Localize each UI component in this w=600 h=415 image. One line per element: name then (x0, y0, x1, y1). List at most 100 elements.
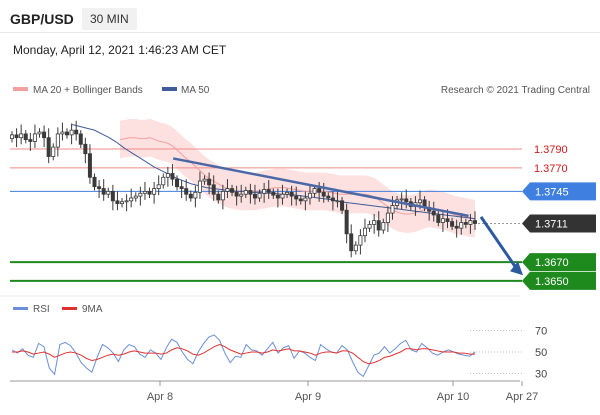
candle-body (257, 192, 262, 199)
candle-body (188, 193, 193, 199)
candle (307, 183, 312, 205)
candle-body (303, 197, 308, 202)
candle-body (101, 188, 106, 195)
candle (404, 189, 409, 209)
candle (266, 180, 271, 199)
candle (257, 189, 262, 202)
candle-body (69, 129, 74, 136)
candle-body (230, 188, 235, 193)
candle-body (285, 191, 290, 195)
candle (60, 122, 65, 141)
candle (275, 188, 280, 208)
level-label-1.3770: 1.3770 (534, 163, 568, 175)
candle (353, 241, 358, 255)
ma50-legend-swatch (162, 87, 177, 91)
candle-body (271, 191, 276, 196)
candle (14, 128, 19, 148)
candle-body (440, 218, 445, 223)
candle-body (280, 193, 285, 199)
candle (193, 185, 198, 208)
candle (349, 224, 354, 258)
level-tag-1.3650 (522, 271, 596, 290)
candle (101, 179, 106, 201)
descending-trendline (172, 157, 469, 218)
chart-datetime: Monday, April 12, 2021 1:46:23 AM CET (13, 43, 227, 57)
ma20-bb-legend-swatch (13, 87, 28, 91)
candle-body (216, 193, 221, 201)
candle (152, 181, 157, 204)
candle (326, 192, 331, 202)
candle (252, 184, 257, 205)
candle-body (225, 188, 230, 192)
candle-body (87, 153, 92, 178)
candle-body (353, 244, 358, 252)
candle (92, 173, 97, 191)
last-price-tag (522, 214, 596, 233)
candle (248, 183, 253, 204)
candle (216, 190, 221, 204)
ma50-legend-label: MA 50 (181, 85, 210, 96)
candle (399, 192, 404, 210)
candle-body (321, 191, 326, 197)
candle (220, 184, 225, 210)
candle (133, 192, 138, 202)
candle (147, 187, 152, 198)
candle-body (23, 133, 28, 140)
candle (225, 179, 230, 198)
rsi-legend-label: RSI (33, 304, 50, 315)
candle-body (404, 198, 409, 203)
candle (454, 219, 459, 238)
candle (175, 175, 180, 191)
candle-body (124, 200, 129, 203)
candle-body (340, 200, 345, 211)
candle-body (202, 178, 207, 182)
candle-body (307, 192, 312, 199)
candle (303, 191, 308, 211)
candle-body (28, 139, 33, 142)
candle-body (92, 176, 97, 188)
header-divider (0, 32, 600, 33)
candle (83, 137, 88, 164)
level-tag-1.3670 (522, 253, 596, 272)
candle-body (335, 200, 340, 203)
candle-body (248, 190, 253, 195)
candle-body (193, 191, 198, 199)
candle-body (252, 193, 257, 199)
candle-body (115, 200, 120, 205)
candle (55, 127, 60, 157)
candle (298, 195, 303, 205)
rsi-panel: 70 50 30 (11, 326, 547, 380)
candle-body (32, 133, 37, 142)
candle-body (298, 198, 303, 202)
candle (358, 229, 363, 255)
candle-body (133, 195, 138, 199)
candle (106, 187, 111, 198)
candle (321, 182, 326, 203)
candle-body (381, 222, 386, 231)
candle-body (55, 133, 60, 148)
candle-body (431, 210, 436, 216)
rsi-legend-swatch (13, 307, 28, 310)
candle-body (344, 209, 349, 235)
candle-body (349, 233, 354, 252)
candle (436, 211, 441, 227)
candle-body (468, 220, 473, 225)
candle-body (51, 146, 56, 157)
candle (280, 184, 285, 205)
candle (463, 218, 468, 229)
candle-body (46, 137, 51, 157)
forecast-arrow-shaft (479, 215, 519, 271)
candle (262, 182, 267, 203)
candle-body (243, 190, 248, 195)
candle (69, 123, 74, 145)
credit-text: Research © 2021 Trading Central (441, 85, 590, 96)
timeframe-badge[interactable]: 30 MIN (82, 8, 137, 30)
x-tick-label: Apr 8 (147, 391, 173, 403)
candle-body (65, 131, 70, 136)
candle (138, 186, 143, 206)
candle-body (317, 188, 322, 193)
last-price-label: 1.3711 (535, 218, 568, 230)
rsi-ma-line (12, 343, 475, 365)
candle (468, 214, 473, 234)
candle (234, 185, 239, 206)
